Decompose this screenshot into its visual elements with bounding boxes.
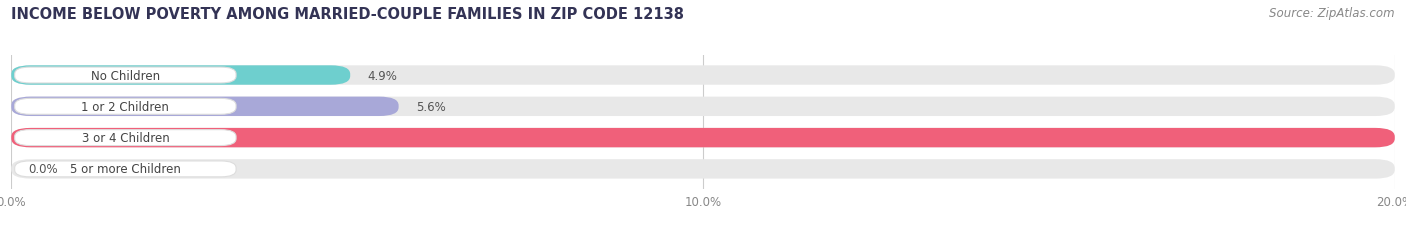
FancyBboxPatch shape [11, 97, 399, 116]
Text: 1 or 2 Children: 1 or 2 Children [82, 100, 169, 113]
Text: Source: ZipAtlas.com: Source: ZipAtlas.com [1270, 7, 1395, 20]
FancyBboxPatch shape [11, 97, 1395, 116]
FancyBboxPatch shape [14, 161, 236, 177]
Text: 3 or 4 Children: 3 or 4 Children [82, 131, 169, 144]
FancyBboxPatch shape [14, 130, 236, 146]
Text: 5.6%: 5.6% [416, 100, 446, 113]
Text: No Children: No Children [91, 69, 160, 82]
Text: 0.0%: 0.0% [28, 163, 58, 176]
FancyBboxPatch shape [11, 128, 1395, 148]
FancyBboxPatch shape [14, 99, 236, 115]
FancyBboxPatch shape [11, 66, 1395, 85]
FancyBboxPatch shape [11, 128, 1395, 148]
Text: 5 or more Children: 5 or more Children [70, 163, 181, 176]
FancyBboxPatch shape [11, 66, 350, 85]
Text: 4.9%: 4.9% [367, 69, 398, 82]
FancyBboxPatch shape [14, 68, 236, 84]
FancyBboxPatch shape [11, 160, 1395, 179]
Text: INCOME BELOW POVERTY AMONG MARRIED-COUPLE FAMILIES IN ZIP CODE 12138: INCOME BELOW POVERTY AMONG MARRIED-COUPL… [11, 7, 685, 22]
